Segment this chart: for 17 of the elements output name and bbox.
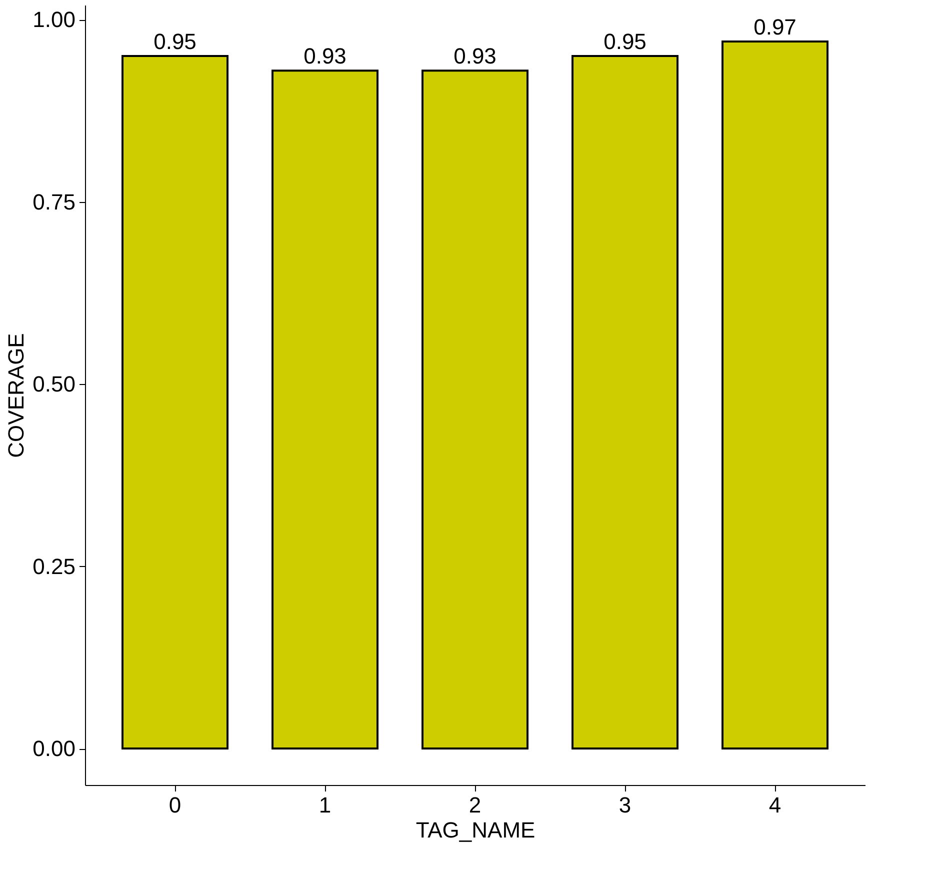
x-tick-label: 4	[768, 792, 782, 818]
x-axis-title: TAG_NAME	[416, 818, 536, 842]
data-label: 0.93	[454, 44, 496, 69]
data-label: 0.95	[154, 29, 196, 54]
data-label: 0.93	[304, 44, 346, 69]
x-tick-label: 3	[618, 792, 632, 818]
data-label: 0.95	[604, 29, 646, 54]
x-tick-label: 0	[168, 792, 182, 818]
y-tick-label: 1.00	[32, 7, 76, 32]
y-tick-label: 0.50	[32, 372, 76, 397]
y-tick-label: 0.75	[32, 189, 76, 214]
y-tick-label: 0.00	[32, 736, 76, 762]
x-tick-label: 1	[318, 792, 332, 818]
data-label: 0.97	[754, 14, 796, 40]
x-tick-label: 2	[468, 792, 482, 818]
y-axis-title: COVERAGE	[4, 333, 29, 458]
y-tick-label: 0.25	[32, 554, 76, 579]
